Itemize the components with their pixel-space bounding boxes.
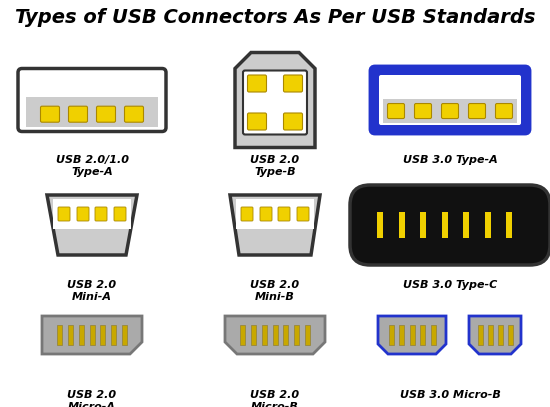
FancyBboxPatch shape — [96, 106, 116, 122]
Text: USB 2.0/1.0
Type-A: USB 2.0/1.0 Type-A — [56, 155, 129, 177]
FancyBboxPatch shape — [415, 103, 432, 118]
Bar — [240, 325, 245, 345]
FancyBboxPatch shape — [350, 185, 550, 265]
Bar — [100, 325, 106, 345]
Bar — [431, 212, 437, 238]
Bar — [463, 212, 469, 238]
Bar — [377, 212, 383, 238]
Bar — [294, 325, 299, 345]
Bar — [388, 212, 394, 238]
Bar — [399, 212, 405, 238]
Text: USB 2.0
Type-B: USB 2.0 Type-B — [250, 155, 300, 177]
Bar — [496, 212, 502, 238]
Text: USB 3.0 Type-A: USB 3.0 Type-A — [403, 155, 497, 165]
Bar — [477, 325, 482, 345]
FancyBboxPatch shape — [283, 113, 302, 130]
Bar — [442, 212, 448, 238]
Bar — [517, 212, 523, 238]
Polygon shape — [469, 316, 521, 354]
Bar — [26, 97, 158, 127]
Polygon shape — [53, 199, 131, 229]
Text: Types of USB Connectors As Per USB Standards: Types of USB Connectors As Per USB Stand… — [15, 8, 535, 27]
FancyBboxPatch shape — [95, 207, 107, 221]
Bar — [111, 325, 116, 345]
Bar — [388, 325, 393, 345]
Bar — [79, 325, 84, 345]
Bar — [383, 99, 517, 123]
Bar — [420, 325, 425, 345]
Bar — [410, 325, 415, 345]
Polygon shape — [225, 316, 325, 354]
Bar — [474, 212, 480, 238]
Polygon shape — [42, 316, 142, 354]
FancyBboxPatch shape — [124, 106, 144, 122]
Text: USB 3.0 Micro-B: USB 3.0 Micro-B — [399, 390, 501, 400]
FancyBboxPatch shape — [69, 106, 87, 122]
FancyBboxPatch shape — [260, 207, 272, 221]
FancyBboxPatch shape — [297, 207, 309, 221]
Bar — [506, 212, 512, 238]
Bar — [487, 325, 492, 345]
Bar — [431, 325, 436, 345]
Text: USB 3.0 Type-C: USB 3.0 Type-C — [403, 280, 497, 290]
Polygon shape — [235, 53, 315, 147]
FancyBboxPatch shape — [469, 103, 486, 118]
Polygon shape — [230, 195, 320, 255]
Polygon shape — [47, 195, 137, 255]
Text: USB 2.0
Mini-A: USB 2.0 Mini-A — [68, 280, 117, 302]
FancyBboxPatch shape — [388, 103, 404, 118]
FancyBboxPatch shape — [243, 70, 307, 134]
FancyBboxPatch shape — [248, 75, 267, 92]
Bar — [508, 325, 513, 345]
Polygon shape — [236, 199, 314, 229]
Bar — [122, 325, 127, 345]
Bar — [262, 325, 267, 345]
FancyBboxPatch shape — [442, 103, 459, 118]
FancyBboxPatch shape — [278, 207, 290, 221]
Polygon shape — [378, 316, 446, 354]
FancyBboxPatch shape — [371, 67, 529, 133]
Bar — [283, 325, 288, 345]
Bar — [251, 325, 256, 345]
FancyBboxPatch shape — [241, 207, 253, 221]
FancyBboxPatch shape — [379, 75, 521, 125]
FancyBboxPatch shape — [58, 207, 70, 221]
FancyBboxPatch shape — [41, 106, 59, 122]
Bar — [409, 212, 415, 238]
FancyBboxPatch shape — [77, 207, 89, 221]
FancyBboxPatch shape — [248, 113, 267, 130]
Bar — [485, 212, 491, 238]
Text: USB 2.0
Mini-B: USB 2.0 Mini-B — [250, 280, 300, 302]
FancyBboxPatch shape — [18, 68, 166, 131]
Bar — [272, 325, 278, 345]
Bar — [305, 325, 310, 345]
FancyBboxPatch shape — [496, 103, 513, 118]
Bar — [68, 325, 73, 345]
Bar — [90, 325, 95, 345]
Bar — [420, 212, 426, 238]
Text: USB 2.0
Micro-B: USB 2.0 Micro-B — [250, 390, 300, 407]
FancyBboxPatch shape — [283, 75, 302, 92]
Bar — [453, 212, 458, 238]
FancyBboxPatch shape — [114, 207, 126, 221]
Bar — [399, 325, 404, 345]
Text: USB 2.0
Micro-A: USB 2.0 Micro-A — [68, 390, 117, 407]
Bar — [57, 325, 62, 345]
Bar — [498, 325, 503, 345]
